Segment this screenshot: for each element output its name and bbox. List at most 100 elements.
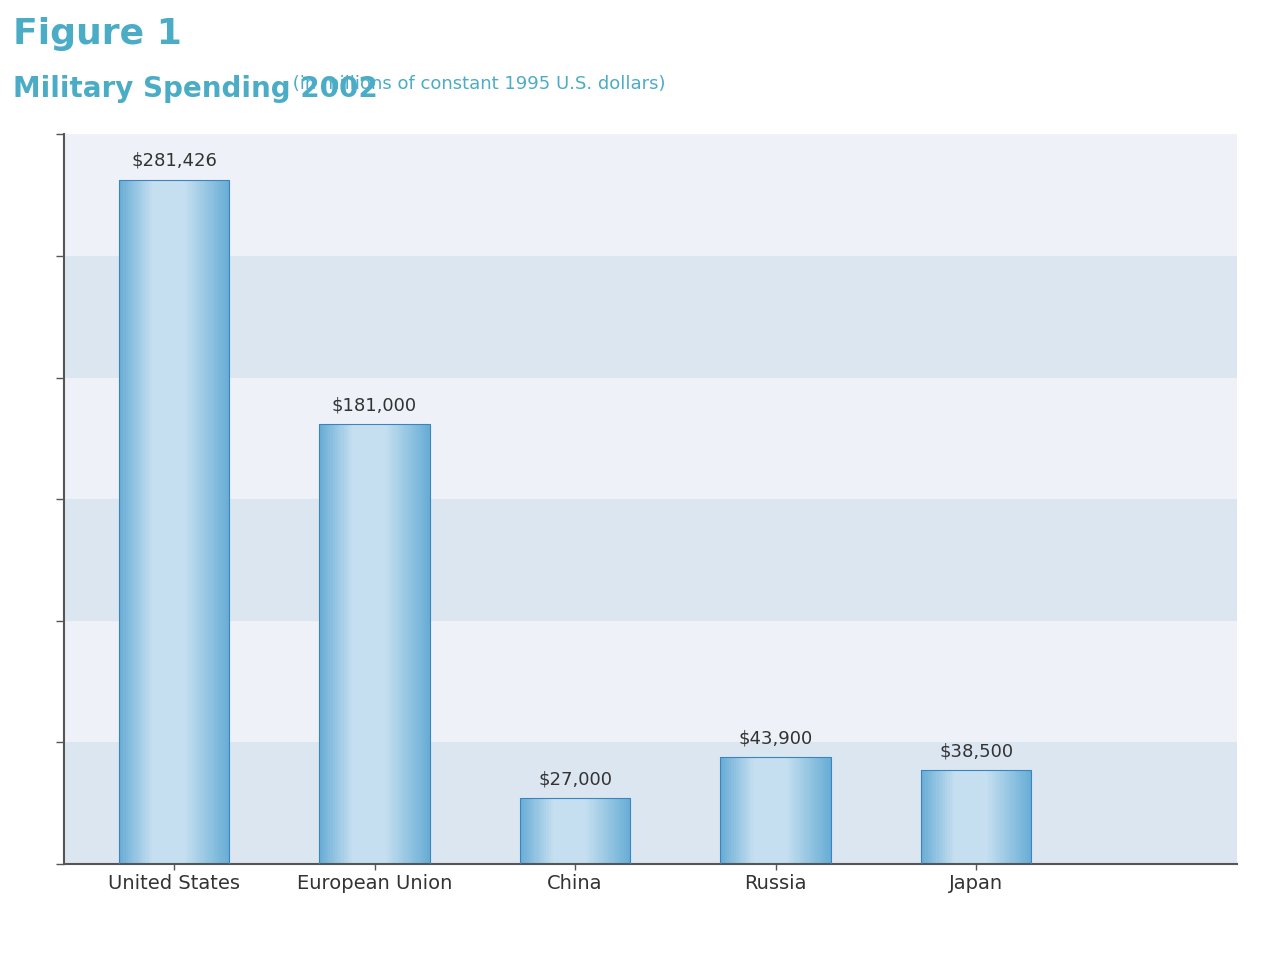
- Bar: [965, 770, 968, 864]
- Bar: [805, 757, 807, 864]
- Bar: [354, 423, 357, 864]
- Bar: [590, 799, 593, 864]
- Bar: [221, 180, 223, 864]
- Bar: [346, 423, 348, 864]
- Bar: [423, 423, 426, 864]
- Bar: [196, 180, 199, 864]
- Bar: [775, 757, 778, 864]
- Bar: [980, 770, 983, 864]
- Bar: [829, 757, 831, 864]
- Bar: [212, 180, 214, 864]
- Bar: [427, 423, 430, 864]
- Bar: [385, 423, 388, 864]
- Bar: [796, 757, 798, 864]
- Bar: [571, 799, 572, 864]
- Bar: [421, 423, 423, 864]
- Bar: [751, 757, 754, 864]
- Bar: [402, 423, 403, 864]
- Bar: [337, 423, 339, 864]
- Bar: [602, 799, 604, 864]
- Bar: [608, 799, 611, 864]
- Bar: [793, 757, 796, 864]
- Bar: [564, 799, 566, 864]
- Bar: [403, 423, 405, 864]
- Bar: [143, 180, 145, 864]
- Bar: [64, 134, 1237, 256]
- Bar: [218, 180, 221, 864]
- Bar: [771, 757, 774, 864]
- Bar: [926, 770, 927, 864]
- Bar: [414, 423, 417, 864]
- Bar: [154, 180, 157, 864]
- Bar: [983, 770, 984, 864]
- Bar: [320, 423, 321, 864]
- Bar: [1020, 770, 1023, 864]
- Bar: [379, 423, 381, 864]
- Bar: [1011, 770, 1014, 864]
- Bar: [1016, 770, 1017, 864]
- Bar: [757, 757, 760, 864]
- Text: Military Spending 2002: Military Spending 2002: [13, 75, 377, 103]
- Bar: [335, 423, 337, 864]
- Bar: [64, 256, 1237, 377]
- Bar: [579, 799, 581, 864]
- Bar: [595, 799, 597, 864]
- Bar: [190, 180, 191, 864]
- Bar: [820, 757, 822, 864]
- Bar: [223, 180, 224, 864]
- Bar: [342, 423, 344, 864]
- Bar: [344, 423, 346, 864]
- Bar: [324, 423, 326, 864]
- Bar: [569, 799, 571, 864]
- Bar: [562, 799, 564, 864]
- Bar: [199, 180, 200, 864]
- Bar: [762, 757, 765, 864]
- Bar: [372, 423, 375, 864]
- Bar: [130, 180, 133, 864]
- Bar: [320, 423, 430, 864]
- Bar: [166, 180, 167, 864]
- Bar: [64, 621, 1237, 742]
- Bar: [747, 757, 750, 864]
- Bar: [733, 757, 736, 864]
- Bar: [64, 499, 1237, 621]
- Bar: [572, 799, 575, 864]
- Bar: [1026, 770, 1029, 864]
- Bar: [181, 180, 182, 864]
- Bar: [330, 423, 333, 864]
- Bar: [194, 180, 196, 864]
- Bar: [790, 757, 793, 864]
- Bar: [363, 423, 366, 864]
- Bar: [765, 757, 766, 864]
- Bar: [615, 799, 617, 864]
- Bar: [1007, 770, 1010, 864]
- Bar: [176, 180, 179, 864]
- Bar: [1025, 770, 1026, 864]
- Bar: [547, 799, 548, 864]
- Bar: [741, 757, 742, 864]
- Bar: [798, 757, 799, 864]
- Bar: [1023, 770, 1025, 864]
- Bar: [348, 423, 351, 864]
- Bar: [968, 770, 969, 864]
- Text: $27,000: $27,000: [538, 771, 612, 788]
- Bar: [945, 770, 947, 864]
- Bar: [548, 799, 551, 864]
- Bar: [956, 770, 959, 864]
- Bar: [826, 757, 829, 864]
- Bar: [760, 757, 762, 864]
- Bar: [993, 770, 996, 864]
- Bar: [1029, 770, 1031, 864]
- Text: $181,000: $181,000: [332, 396, 417, 414]
- Bar: [807, 757, 808, 864]
- Bar: [1005, 770, 1007, 864]
- Bar: [529, 799, 530, 864]
- Bar: [376, 423, 379, 864]
- Bar: [1010, 770, 1011, 864]
- Bar: [560, 799, 562, 864]
- Bar: [738, 757, 741, 864]
- Bar: [974, 770, 977, 864]
- Bar: [128, 180, 130, 864]
- Bar: [333, 423, 335, 864]
- Bar: [393, 423, 394, 864]
